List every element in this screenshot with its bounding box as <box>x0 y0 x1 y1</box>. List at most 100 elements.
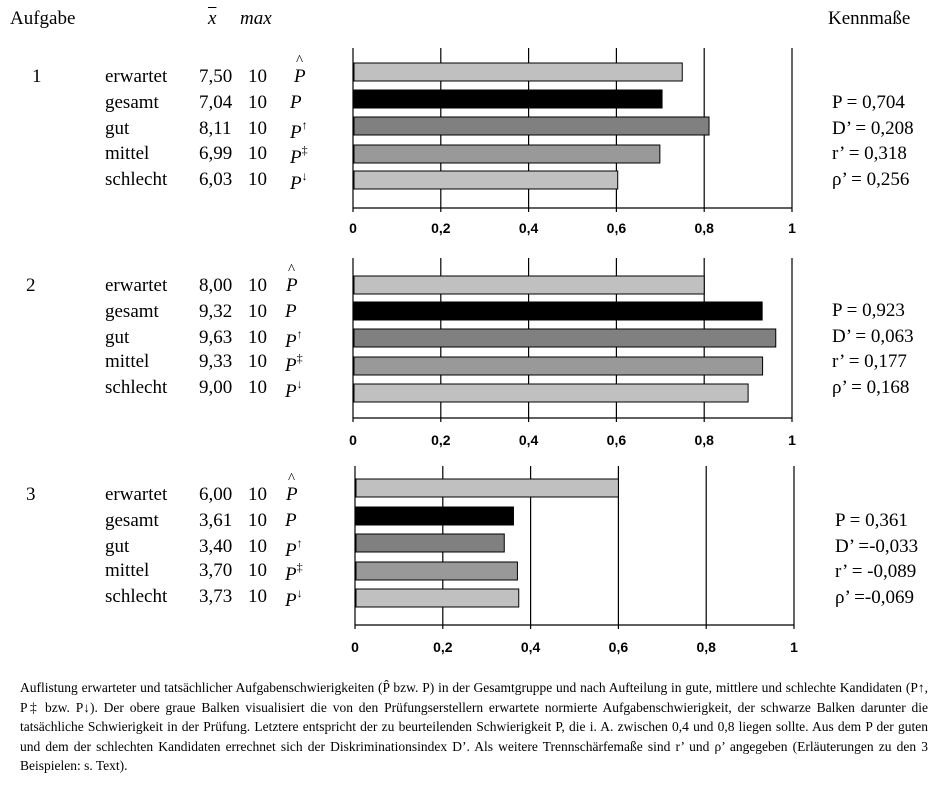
row-mean: 8,11 <box>199 118 232 139</box>
symbol-modifier: ↓ <box>296 377 303 391</box>
tick-label: 0,6 <box>609 639 629 655</box>
row-label: erwartet <box>105 484 168 505</box>
header-measures: Kennmaße <box>828 8 911 29</box>
symbol-modifier: ‡ <box>296 351 303 365</box>
bar-erwartet <box>355 478 619 498</box>
row-symbol: P‡ <box>290 143 308 169</box>
tick-label: 0,6 <box>607 432 627 448</box>
tick-label: 0 <box>351 639 359 655</box>
row-label: schlecht <box>105 377 168 398</box>
row-max: 10 <box>248 301 267 322</box>
symbol-letter: P <box>290 173 302 194</box>
row-mean: 6,99 <box>199 143 233 164</box>
row-max: 10 <box>248 351 267 372</box>
chart-panel-2: 0 0,2 0,4 0,6 0,8 1 <box>349 258 796 448</box>
row-max: 10 <box>248 275 267 296</box>
bar-schlecht <box>353 383 749 403</box>
bar-gut <box>353 328 777 348</box>
bar-gut <box>355 533 505 553</box>
bar-mittel <box>355 561 518 581</box>
row-mean: 9,33 <box>199 351 233 372</box>
row-symbol: P↑ <box>285 327 303 353</box>
bar-mittel <box>353 356 764 376</box>
row-symbol: P <box>290 92 302 114</box>
row-max: 10 <box>248 118 267 139</box>
tick-label: 0,4 <box>521 639 541 655</box>
measure-value: P = 0,923 <box>832 300 905 321</box>
measure-value: r’ = -0,089 <box>835 561 917 582</box>
header-max: max <box>240 8 272 29</box>
symbol-letter: P <box>285 301 297 322</box>
row-symbol: P↓ <box>285 586 303 612</box>
symbol-letter: P <box>285 564 297 585</box>
row-max: 10 <box>248 586 267 607</box>
row-symbol: P↑ <box>290 118 308 144</box>
symbol-letter: P <box>285 510 297 531</box>
row-label: gut <box>105 118 130 139</box>
row-max: 10 <box>248 377 267 398</box>
row-mean: 9,00 <box>199 377 233 398</box>
row-mean: 3,61 <box>199 510 233 531</box>
tick-label: 0,6 <box>607 220 627 236</box>
row-label: erwartet <box>105 66 168 87</box>
symbol-modifier: ↑ <box>301 118 308 132</box>
row-symbol: P‡ <box>285 560 303 586</box>
row-max: 10 <box>248 66 267 87</box>
tick-label: 0,4 <box>519 220 539 236</box>
bar-mittel <box>353 144 661 164</box>
bar-erwartet <box>353 62 683 82</box>
row-mean: 8,00 <box>199 275 233 296</box>
header-mean: x <box>208 8 217 29</box>
row-symbol: P <box>286 484 298 506</box>
symbol-letter: P <box>285 381 297 402</box>
row-label: mittel <box>105 560 150 581</box>
row-symbol: P <box>294 66 306 88</box>
bar-schlecht <box>355 588 520 608</box>
bar-schlecht <box>353 170 619 190</box>
row-label: mittel <box>105 351 150 372</box>
symbol-letter: P <box>290 147 302 168</box>
row-max: 10 <box>248 484 267 505</box>
row-max: 10 <box>248 169 267 190</box>
symbol-letter: P <box>286 484 298 505</box>
header-task: Aufgabe <box>10 8 76 29</box>
measure-value: D’ = 0,208 <box>832 117 914 139</box>
tick-label: 1 <box>788 220 796 236</box>
tick-label: 0,8 <box>694 432 714 448</box>
row-mean: 6,00 <box>199 484 233 505</box>
row-label: schlecht <box>105 169 168 190</box>
symbol-letter: P <box>285 331 297 352</box>
tick-label: 0,2 <box>431 432 451 448</box>
row-mean: 3,70 <box>199 560 233 581</box>
symbol-letter: P <box>285 590 297 611</box>
row-label: gesamt <box>105 510 159 531</box>
measure-value: D’ = 0,063 <box>832 325 914 347</box>
bar-gesamt <box>353 301 763 321</box>
measure-value: r’ = 0,318 <box>832 143 907 164</box>
measure-value: r’ = 0,177 <box>832 351 907 372</box>
chart-panel-1: 0 0,2 0,4 0,6 0,8 1 <box>349 48 796 236</box>
row-mean: 9,63 <box>199 327 233 348</box>
tick-label: 1 <box>788 432 796 448</box>
row-mean: 3,40 <box>199 536 233 557</box>
symbol-modifier: ↑ <box>296 327 303 341</box>
row-max: 10 <box>248 92 267 113</box>
task-number: 1 <box>32 66 42 87</box>
measure-value: D’ =-0,033 <box>835 535 919 557</box>
tick-label: 0,8 <box>696 639 716 655</box>
tick-label: 0,8 <box>694 220 714 236</box>
symbol-letter: P <box>290 92 302 113</box>
bar-gesamt <box>353 89 663 109</box>
measure-value: ρ’ =-0,069 <box>835 586 914 608</box>
row-label: gut <box>105 536 130 557</box>
row-symbol: P↓ <box>290 169 308 195</box>
row-max: 10 <box>248 143 267 164</box>
symbol-modifier: ‡ <box>301 143 308 157</box>
row-label: gesamt <box>105 301 159 322</box>
measure-value: P = 0,361 <box>835 510 908 531</box>
row-label: gesamt <box>105 92 159 113</box>
symbol-modifier: ↓ <box>301 169 308 183</box>
row-mean: 6,03 <box>199 169 233 190</box>
task-number: 2 <box>26 275 36 296</box>
row-label: erwartet <box>105 275 168 296</box>
